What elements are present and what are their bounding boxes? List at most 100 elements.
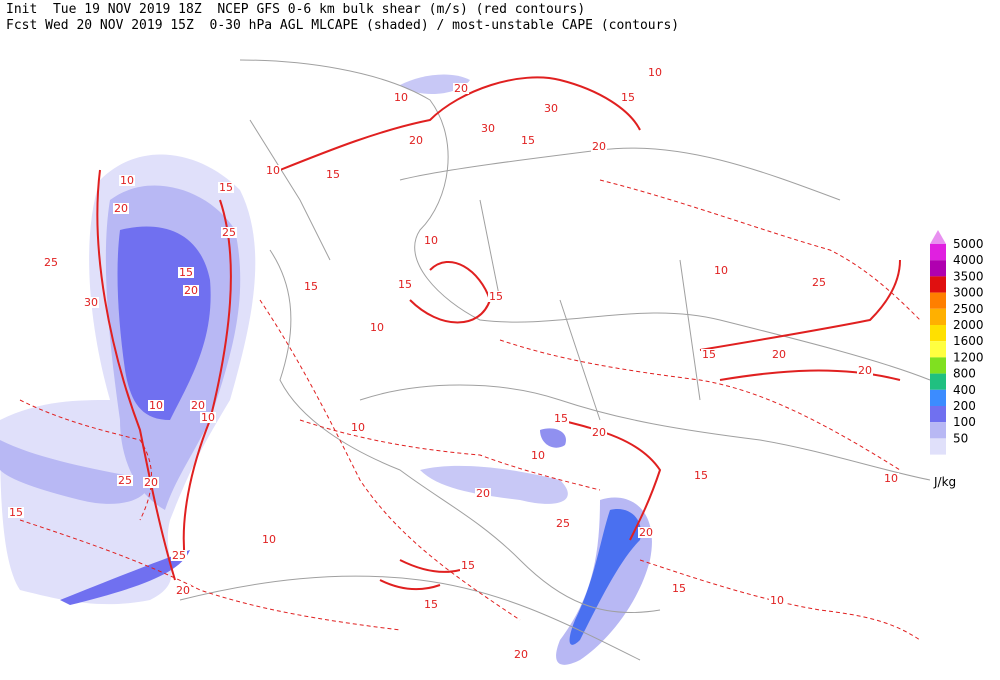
contour-label: 20 [639,526,653,539]
legend-label: 100 [953,415,976,429]
legend-label: 200 [953,399,976,413]
contour-label-bg [543,103,559,114]
contour-label-bg [460,560,476,571]
contour-label-bg [43,257,59,268]
legend-label: 2500 [953,302,984,316]
contour-label-bg [671,583,687,594]
legend-swatch [930,406,946,423]
legend: 5000 4000 3500 3000 2500 2000 1600 1200 800 400 20… [930,230,984,455]
contour-label: 25 [222,226,236,239]
contour-label-bg [857,365,873,376]
contour-label: 20 [144,476,158,489]
contour-label-bg [397,279,413,290]
contour-label-bg [148,400,164,411]
legend-swatch [930,292,946,309]
contour-label: 10 [648,66,662,79]
contour-label: 20 [592,140,606,153]
contour-label: 30 [84,296,98,309]
contour-label-bg [693,470,709,481]
contour-label-bg [520,135,536,146]
contour-label: 15 [554,412,568,425]
contour-label: 20 [772,348,786,361]
legend-label: 2000 [953,318,984,332]
contour-label: 10 [770,594,784,607]
contour-label: 15 [461,559,475,572]
contour-label: 20 [176,584,190,597]
contour-label-bg [143,477,159,488]
contour-label-bg [769,595,785,606]
legend-swatch [930,325,946,342]
contour-label-bg [423,599,439,610]
contour-label-bg [218,182,234,193]
contour-label: 20 [476,487,490,500]
contour-label: 15 [304,280,318,293]
legend-swatch [930,357,946,374]
legend-label: 1600 [953,334,984,348]
contour-label-bg [555,518,571,529]
contour-label-bg [638,527,654,538]
contour-label: 15 [521,134,535,147]
contour-label-bg [647,67,663,78]
contour-label: 20 [191,399,205,412]
contour-label-bg [620,92,636,103]
contour-label-bg [175,585,191,596]
legend-swatch [930,260,946,277]
header-line: Init Tue 19 NOV 2019 18Z NCEP GFS 0-6 km… [6,2,585,17]
legend-label: 400 [953,383,976,397]
contour-label: 10 [120,174,134,187]
legend-swatch [930,438,946,455]
contour-label-bg [423,235,439,246]
legend-label: 50 [953,431,968,445]
contour-label-bg [393,92,409,103]
legend-swatch [930,422,946,439]
legend-label: 4000 [953,253,984,267]
contour-label-bg [713,265,729,276]
contour-label: 15 [219,181,233,194]
legend-swatch [930,308,946,325]
contour-label: 15 [702,348,716,361]
legend-label: 3000 [953,286,984,300]
contour-label: 10 [370,321,384,334]
contour-label: 10 [266,164,280,177]
legend-swatch [930,244,946,261]
contour-label-bg [453,83,469,94]
contour-label: 10 [201,411,215,424]
contour-label-bg [480,123,496,134]
contour-label-bg [530,450,546,461]
contour-label: 30 [481,122,495,135]
contour-label-bg [190,400,206,411]
contour-label-bg [513,649,529,660]
contour-label-bg [171,550,187,561]
contour-label: 15 [672,582,686,595]
contour-label: 10 [149,399,163,412]
legend-arrow [930,230,946,244]
contour-label-bg [771,349,787,360]
contour-label-bg [117,475,133,486]
contour-label-bg [303,281,319,292]
contour-label-bg [475,488,491,499]
contour-label-bg [183,285,199,296]
contour-label-bg [8,507,24,518]
contour-label: 10 [884,472,898,485]
coastlines [179,59,931,661]
legend-swatch [930,373,946,390]
contour-label-bg [369,322,385,333]
contour-label-bg [325,169,341,180]
legend-swatch [930,341,946,358]
contour-label: 20 [514,648,528,661]
contour-label: 20 [184,284,198,297]
contour-label: 15 [326,168,340,181]
legend-label: 3500 [953,269,984,283]
contour-label-bg [119,175,135,186]
contour-label: 20 [858,364,872,377]
contour-label: 25 [118,474,132,487]
legend-swatch [930,276,946,293]
contour-label: 10 [262,533,276,546]
contour-label-bg [200,412,216,423]
contour-label-bg [488,291,504,302]
header-line: Fcst Wed 20 NOV 2019 15Z 0-30 hPa AGL ML… [6,18,679,33]
contour-label-bg [261,534,277,545]
contour-label-bg [221,227,237,238]
